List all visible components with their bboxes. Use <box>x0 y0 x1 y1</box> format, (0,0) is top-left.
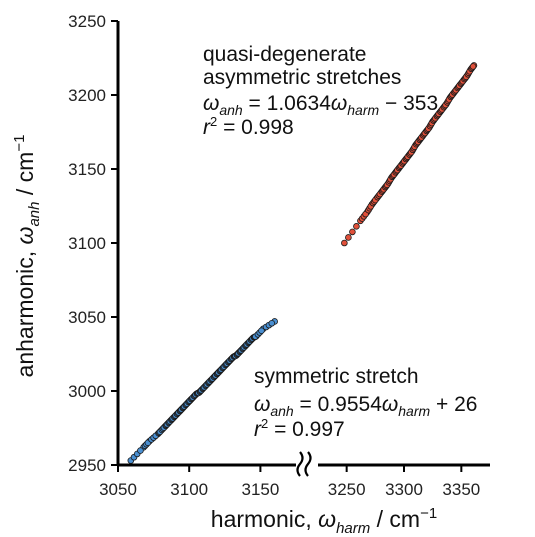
symmetric-stretch-annotation: symmetric stretch ωanh = 0.9554ωharm + 2… <box>254 365 477 441</box>
y-tick-label: 3000 <box>68 382 106 401</box>
x-axis-label: harmonic, ωharm / cm−1 <box>211 505 437 537</box>
data-point <box>258 327 265 334</box>
data-point <box>341 239 348 247</box>
y-axis: 2950 3000 3050 3100 3150 3200 3250 <box>68 12 120 475</box>
y-tick-label: 3250 <box>68 12 106 31</box>
x-axis: 3050 3100 3150 3250 3300 3350 <box>99 451 490 499</box>
sym-regression-equation: ωanh = 0.9554ωharm + 26 <box>254 393 477 419</box>
asym-title-line1: quasi-degenerate <box>203 43 366 66</box>
y-axis-label: anharmonic, ωanh / cm−1 <box>11 135 43 378</box>
data-point <box>469 63 477 70</box>
y-tick-label: 2950 <box>68 456 106 475</box>
sym-r-squared: r2 = 0.997 <box>254 416 345 441</box>
data-point <box>137 447 144 454</box>
y-tick-label: 3200 <box>68 86 106 105</box>
x-tick-label: 3250 <box>328 480 366 499</box>
asym-r-squared: r2 = 0.998 <box>203 114 294 139</box>
y-tick-label: 3150 <box>68 160 106 179</box>
sym-title: symmetric stretch <box>254 365 419 388</box>
data-point <box>268 319 276 327</box>
data-point <box>349 228 356 236</box>
data-point <box>353 223 360 230</box>
x-tick-label: 3300 <box>385 480 423 499</box>
y-tick-label: 3050 <box>68 308 106 327</box>
symmetric-series <box>127 318 278 464</box>
data-point <box>345 234 352 241</box>
asym-regression-equation: ωanh = 1.0634ωharm − 353 <box>203 92 438 118</box>
axis-break-mark <box>296 451 304 477</box>
x-tick-label: 3150 <box>241 480 279 499</box>
x-tick-label: 3350 <box>442 480 480 499</box>
asym-title-line2: asymmetric stretches <box>203 66 401 89</box>
data-points <box>127 62 478 464</box>
asymmetric-series <box>341 62 478 247</box>
x-tick-label: 3050 <box>99 480 137 499</box>
x-tick-label: 3100 <box>170 480 208 499</box>
asymmetric-stretch-annotation: quasi-degenerate asymmetric stretches ωa… <box>203 43 438 139</box>
y-tick-label: 3100 <box>68 234 106 253</box>
axis-break-mark <box>304 451 312 477</box>
